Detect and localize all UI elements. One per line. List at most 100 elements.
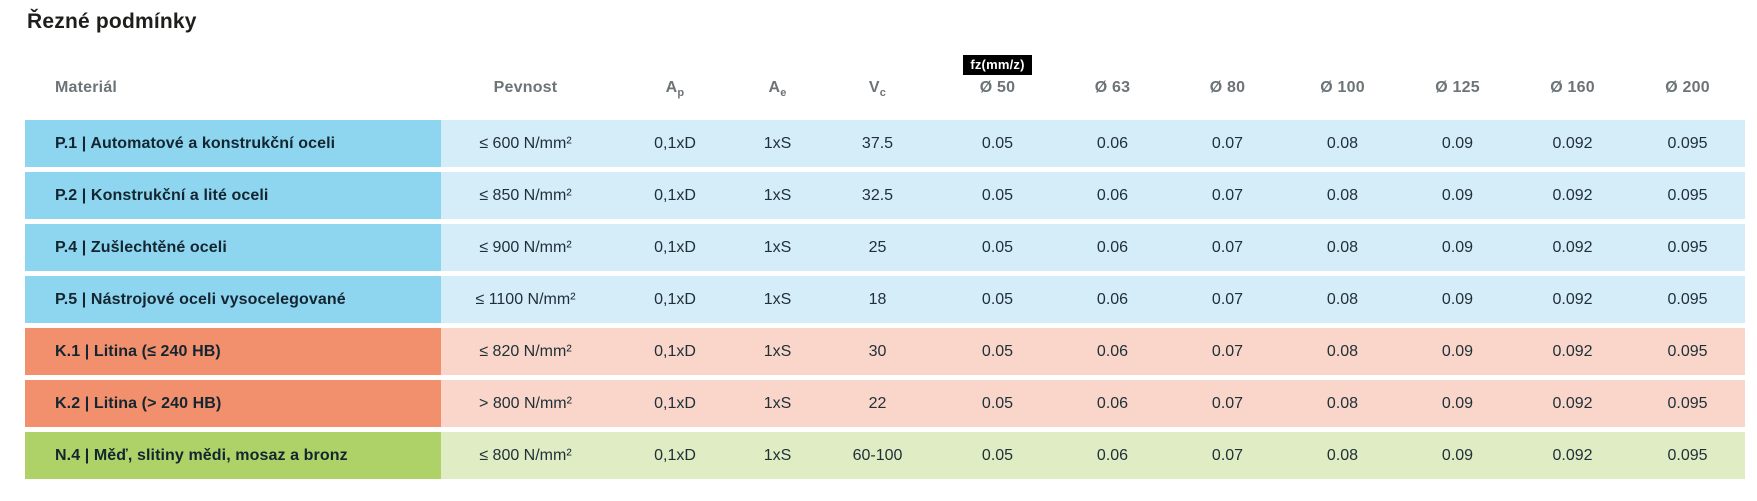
vc-cell: 30 bbox=[815, 328, 940, 375]
fz-d100-cell: 0.08 bbox=[1285, 432, 1400, 479]
col-header-d63: Ø 63 bbox=[1094, 79, 1131, 96]
fz-d100-cell: 0.08 bbox=[1285, 120, 1400, 167]
ap-cell: 0,1xD bbox=[610, 328, 740, 375]
table-row-p1: P.1 | Automatové a konstrukční oceli ≤ 6… bbox=[25, 120, 1745, 167]
vc-cell: 32.5 bbox=[815, 172, 940, 219]
fz-d63-cell: 0.06 bbox=[1055, 276, 1170, 323]
material-cell: P.5 | Nástrojové oceli vysocelegované bbox=[25, 276, 441, 323]
pevnost-cell: ≤ 600 N/mm² bbox=[441, 120, 610, 167]
fz-d63-cell: 0.06 bbox=[1055, 224, 1170, 271]
table-row-k2: K.2 | Litina (> 240 HB) > 800 N/mm² 0,1x… bbox=[25, 380, 1745, 427]
table-row-p5: P.5 | Nástrojové oceli vysocelegované ≤ … bbox=[25, 276, 1745, 323]
ae-cell: 1xS bbox=[740, 224, 815, 271]
fz-d50-cell: 0.05 bbox=[940, 380, 1055, 427]
pevnost-cell: ≤ 820 N/mm² bbox=[441, 328, 610, 375]
pevnost-cell: ≤ 900 N/mm² bbox=[441, 224, 610, 271]
fz-d100-cell: 0.08 bbox=[1285, 328, 1400, 375]
pevnost-cell: ≤ 800 N/mm² bbox=[441, 432, 610, 479]
pevnost-cell: ≤ 1100 N/mm² bbox=[441, 276, 610, 323]
col-header-pevnost: Pevnost bbox=[493, 79, 558, 96]
fz-d50-cell: 0.05 bbox=[940, 120, 1055, 167]
fz-d50-cell: 0.05 bbox=[940, 432, 1055, 479]
fz-d80-cell: 0.07 bbox=[1170, 380, 1285, 427]
col-header-d125: Ø 125 bbox=[1435, 79, 1480, 96]
fz-d63-cell: 0.06 bbox=[1055, 120, 1170, 167]
col-header-d50: fz(mm/z) Ø 50 bbox=[940, 55, 1055, 110]
fz-d80-cell: 0.07 bbox=[1170, 328, 1285, 375]
fz-d200-cell: 0.095 bbox=[1630, 172, 1745, 219]
vc-cell: 25 bbox=[815, 224, 940, 271]
fz-d160-cell: 0.092 bbox=[1515, 224, 1630, 271]
fz-d50-cell: 0.05 bbox=[940, 328, 1055, 375]
col-header-d80: Ø 80 bbox=[1209, 79, 1246, 96]
fz-d160-cell: 0.092 bbox=[1515, 328, 1630, 375]
table-row-k1: K.1 | Litina (≤ 240 HB) ≤ 820 N/mm² 0,1x… bbox=[25, 328, 1745, 375]
fz-d100-cell: 0.08 bbox=[1285, 276, 1400, 323]
col-header-vc: Vc bbox=[868, 79, 887, 100]
ap-cell: 0,1xD bbox=[610, 224, 740, 271]
fz-d63-cell: 0.06 bbox=[1055, 380, 1170, 427]
ap-cell: 0,1xD bbox=[610, 432, 740, 479]
fz-d80-cell: 0.07 bbox=[1170, 172, 1285, 219]
fz-d200-cell: 0.095 bbox=[1630, 224, 1745, 271]
material-cell: N.4 | Měď, slitiny mědi, mosaz a bronz bbox=[25, 432, 441, 479]
fz-d160-cell: 0.092 bbox=[1515, 380, 1630, 427]
fz-d125-cell: 0.09 bbox=[1400, 224, 1515, 271]
fz-d125-cell: 0.09 bbox=[1400, 172, 1515, 219]
fz-d125-cell: 0.09 bbox=[1400, 328, 1515, 375]
ap-cell: 0,1xD bbox=[610, 276, 740, 323]
fz-d160-cell: 0.092 bbox=[1515, 276, 1630, 323]
table-header-row: Materiál Pevnost Ap Ae Vc fz(mm/z) Ø 50 … bbox=[25, 34, 1745, 110]
fz-d125-cell: 0.09 bbox=[1400, 432, 1515, 479]
table-row-p4: P.4 | Zušlechtěné oceli ≤ 900 N/mm² 0,1x… bbox=[25, 224, 1745, 271]
fz-d160-cell: 0.092 bbox=[1515, 172, 1630, 219]
vc-cell: 18 bbox=[815, 276, 940, 323]
fz-d200-cell: 0.095 bbox=[1630, 328, 1745, 375]
fz-d63-cell: 0.06 bbox=[1055, 432, 1170, 479]
fz-d80-cell: 0.07 bbox=[1170, 120, 1285, 167]
material-cell: P.1 | Automatové a konstrukční oceli bbox=[25, 120, 441, 167]
fz-d100-cell: 0.08 bbox=[1285, 224, 1400, 271]
fz-d50-cell: 0.05 bbox=[940, 276, 1055, 323]
table-row-n4: N.4 | Měď, slitiny mědi, mosaz a bronz ≤… bbox=[25, 432, 1745, 479]
col-header-ap: Ap bbox=[665, 79, 685, 100]
fz-d125-cell: 0.09 bbox=[1400, 380, 1515, 427]
fz-d50-cell: 0.05 bbox=[940, 172, 1055, 219]
fz-d200-cell: 0.095 bbox=[1630, 432, 1745, 479]
fz-d80-cell: 0.07 bbox=[1170, 432, 1285, 479]
fz-d160-cell: 0.092 bbox=[1515, 432, 1630, 479]
col-header-d200: Ø 200 bbox=[1665, 79, 1710, 96]
ae-cell: 1xS bbox=[740, 380, 815, 427]
fz-d63-cell: 0.06 bbox=[1055, 328, 1170, 375]
fz-d125-cell: 0.09 bbox=[1400, 120, 1515, 167]
fz-d80-cell: 0.07 bbox=[1170, 224, 1285, 271]
material-cell: P.4 | Zušlechtěné oceli bbox=[25, 224, 441, 271]
page-title: Řezné podmínky bbox=[27, 10, 197, 33]
ap-cell: 0,1xD bbox=[610, 380, 740, 427]
col-header-d160: Ø 160 bbox=[1550, 79, 1595, 96]
fz-d63-cell: 0.06 bbox=[1055, 172, 1170, 219]
col-header-ae: Ae bbox=[768, 79, 787, 100]
material-cell: K.1 | Litina (≤ 240 HB) bbox=[25, 328, 441, 375]
ap-cell: 0,1xD bbox=[610, 120, 740, 167]
table-row-p2: P.2 | Konstrukční a lité oceli ≤ 850 N/m… bbox=[25, 172, 1745, 219]
fz-unit-badge: fz(mm/z) bbox=[963, 55, 1032, 75]
ae-cell: 1xS bbox=[740, 328, 815, 375]
fz-d200-cell: 0.095 bbox=[1630, 380, 1745, 427]
pevnost-cell: ≤ 850 N/mm² bbox=[441, 172, 610, 219]
col-header-material: Materiál bbox=[55, 79, 118, 96]
fz-d160-cell: 0.092 bbox=[1515, 120, 1630, 167]
material-cell: P.2 | Konstrukční a lité oceli bbox=[25, 172, 441, 219]
pevnost-cell: > 800 N/mm² bbox=[441, 380, 610, 427]
fz-d100-cell: 0.08 bbox=[1285, 380, 1400, 427]
fz-d200-cell: 0.095 bbox=[1630, 276, 1745, 323]
fz-d50-cell: 0.05 bbox=[940, 224, 1055, 271]
cutting-conditions-table: Materiál Pevnost Ap Ae Vc fz(mm/z) Ø 50 … bbox=[25, 34, 1745, 479]
ap-cell: 0,1xD bbox=[610, 172, 740, 219]
ae-cell: 1xS bbox=[740, 432, 815, 479]
fz-d200-cell: 0.095 bbox=[1630, 120, 1745, 167]
ae-cell: 1xS bbox=[740, 172, 815, 219]
col-header-d100: Ø 100 bbox=[1320, 79, 1365, 96]
fz-d125-cell: 0.09 bbox=[1400, 276, 1515, 323]
ae-cell: 1xS bbox=[740, 276, 815, 323]
